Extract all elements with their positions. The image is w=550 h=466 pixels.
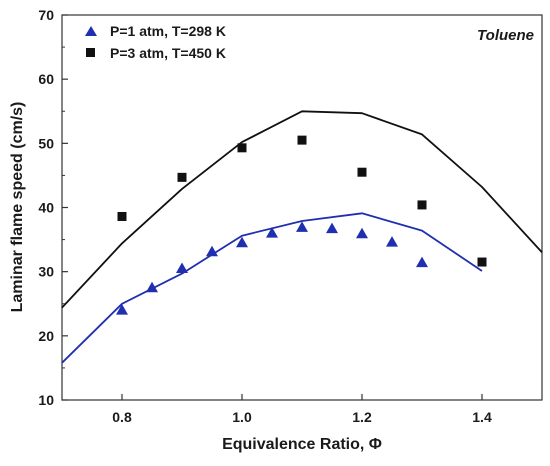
chart-annotation: Toluene xyxy=(477,27,534,44)
data-point-triangle xyxy=(176,262,188,273)
x-tick-label: 1.4 xyxy=(472,409,492,425)
data-point-triangle xyxy=(116,304,128,315)
data-point-triangle xyxy=(416,256,428,268)
data-point-triangle xyxy=(296,221,308,232)
data-point-triangle xyxy=(266,227,278,238)
x-tick-label: 1.0 xyxy=(232,409,252,425)
data-point-triangle xyxy=(356,227,368,239)
data-point-square xyxy=(237,143,247,153)
data-point-square xyxy=(477,257,487,267)
legend: P=1 atm, T=298 K P=3 atm, T=450 K xyxy=(85,23,226,61)
legend-entry-series-1: P=1 atm, T=298 K xyxy=(85,23,226,39)
legend-marker-square xyxy=(86,48,95,57)
legend-entry-series-2: P=3 atm, T=450 K xyxy=(86,45,226,61)
data-point-triangle xyxy=(326,222,338,234)
y-tick-label: 70 xyxy=(38,7,54,23)
y-axis-ticks: 10 20 30 40 50 60 70 xyxy=(38,7,68,408)
data-point-square xyxy=(417,200,427,210)
data-point-square xyxy=(297,135,307,145)
legend-label-series-2: P=3 atm, T=450 K xyxy=(110,45,226,61)
x-tick-label: 1.2 xyxy=(352,409,372,425)
data-point-square xyxy=(177,172,187,182)
data-point-square xyxy=(357,167,367,177)
series-markers xyxy=(116,135,487,315)
legend-label-series-1: P=1 atm, T=298 K xyxy=(110,23,226,39)
data-point-triangle xyxy=(146,281,158,293)
y-tick-label: 30 xyxy=(38,264,54,280)
plot-area xyxy=(61,14,543,401)
data-point-square xyxy=(117,211,127,221)
x-axis-title: Equivalence Ratio, Φ xyxy=(222,436,382,453)
y-tick-label: 10 xyxy=(38,392,54,408)
series-line-4 xyxy=(61,110,543,309)
x-tick-label: 0.8 xyxy=(112,409,132,425)
y-tick-label: 40 xyxy=(38,200,54,216)
x-axis-ticks: 0.8 1.0 1.2 1.4 xyxy=(112,394,492,425)
data-point-triangle xyxy=(386,236,398,247)
y-tick-label: 60 xyxy=(38,71,54,87)
y-axis-title: Laminar flame speed (cm/s) xyxy=(9,102,26,313)
y-tick-label: 50 xyxy=(38,135,54,151)
data-point-triangle xyxy=(236,236,248,248)
data-point-triangle xyxy=(206,245,218,257)
legend-marker-triangle xyxy=(85,26,97,36)
y-tick-label: 20 xyxy=(38,328,54,344)
